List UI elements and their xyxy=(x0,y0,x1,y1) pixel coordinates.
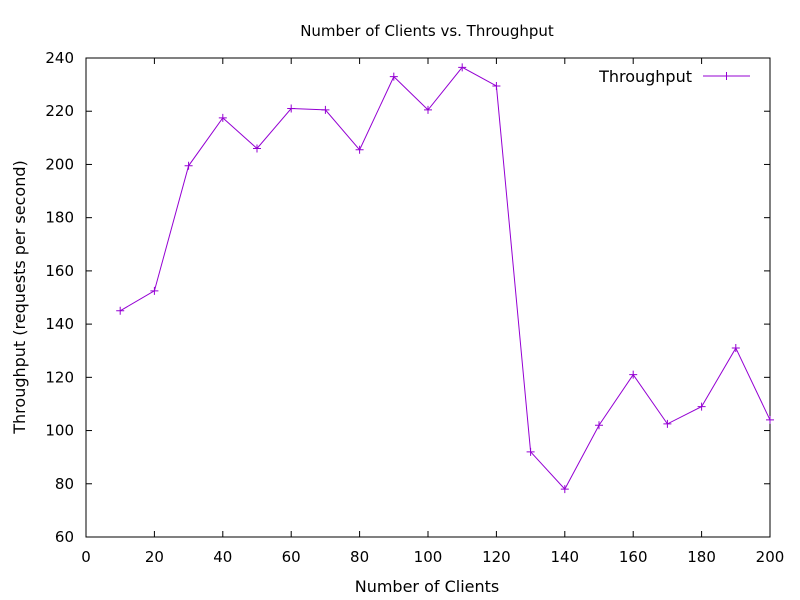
y-tick-label: 60 xyxy=(55,528,74,546)
data-point xyxy=(253,144,261,153)
y-axis-title: Throughput (requests per second) xyxy=(10,160,29,434)
chart-title: Number of Clients vs. Throughput xyxy=(300,22,554,40)
y-tick-label: 80 xyxy=(55,475,74,493)
data-point xyxy=(424,105,432,114)
data-point xyxy=(184,161,193,170)
series-layer xyxy=(116,63,774,494)
legend: Throughput xyxy=(598,67,750,86)
data-point xyxy=(218,113,227,122)
legend-label-throughput: Throughput xyxy=(598,67,692,86)
plot-frame xyxy=(85,57,771,538)
data-point xyxy=(526,447,535,456)
x-tick-label: 80 xyxy=(350,548,369,566)
y-tick-label: 220 xyxy=(45,102,74,120)
y-tick-label: 140 xyxy=(45,315,74,333)
data-point xyxy=(287,104,296,113)
y-tick-label: 200 xyxy=(45,155,74,173)
x-axis-title: Number of Clients xyxy=(355,577,500,596)
x-tick-label: 160 xyxy=(619,548,648,566)
x-tick-label: 20 xyxy=(145,548,164,566)
x-tick-label: 40 xyxy=(213,548,232,566)
data-point xyxy=(766,415,774,424)
data-point xyxy=(663,419,672,428)
x-tick-label: 140 xyxy=(550,548,579,566)
y-tick-label: 100 xyxy=(45,422,74,440)
x-tick-label: 100 xyxy=(414,548,443,566)
data-point xyxy=(458,63,467,72)
data-point xyxy=(321,105,330,114)
data-point xyxy=(355,145,364,154)
x-tick-label: 180 xyxy=(687,548,716,566)
x-tick-label: 120 xyxy=(482,548,511,566)
data-point xyxy=(560,485,569,494)
x-tick-label: 0 xyxy=(81,548,91,566)
series-line-throughput xyxy=(119,66,771,490)
legend-marker-throughput xyxy=(722,72,731,80)
data-point xyxy=(595,421,603,430)
x-tick-label: 60 xyxy=(282,548,301,566)
x-axis: 0 20 40 60 80 100 120 140 160 180 200 xyxy=(81,58,784,566)
y-tick-label: 120 xyxy=(45,368,74,386)
y-tick-label: 240 xyxy=(45,49,74,67)
data-point xyxy=(731,344,740,353)
data-point xyxy=(150,286,159,295)
data-point xyxy=(389,72,398,81)
data-point xyxy=(492,81,501,90)
data-point xyxy=(697,402,706,411)
x-tick-label: 200 xyxy=(756,548,785,566)
y-axis: 60 80 100 120 140 160 180 200 220 240 xyxy=(45,49,770,546)
y-tick-label: 180 xyxy=(45,209,74,227)
data-point xyxy=(116,306,125,315)
data-point xyxy=(629,370,638,379)
y-tick-label: 160 xyxy=(45,262,74,280)
